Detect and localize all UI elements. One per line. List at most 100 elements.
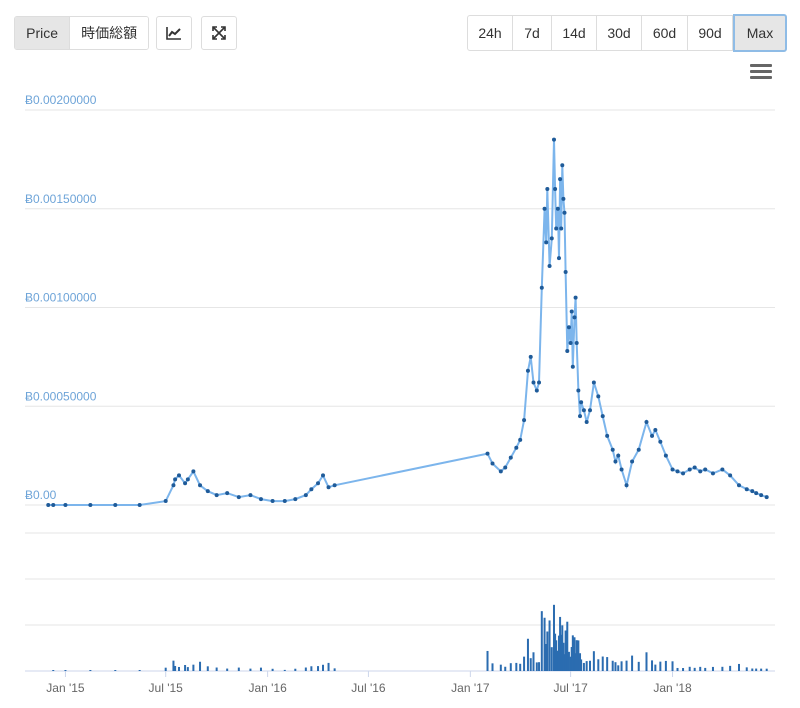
price-point — [744, 487, 749, 492]
volume-bar — [760, 668, 763, 671]
volume-bar — [569, 656, 572, 671]
price-point — [522, 418, 527, 423]
price-point — [185, 477, 190, 482]
price-point — [568, 341, 573, 346]
volume-bar — [664, 660, 667, 671]
price-point — [569, 309, 574, 314]
price-point — [613, 459, 618, 464]
price-point — [225, 491, 230, 496]
price-point — [490, 461, 495, 466]
range-14d-button[interactable]: 14d — [552, 15, 597, 51]
volume-bar — [573, 637, 576, 671]
price-point — [508, 455, 513, 460]
volume-bar — [89, 670, 92, 671]
volume-bar — [564, 630, 567, 671]
volume-bar — [611, 660, 614, 671]
price-point — [581, 408, 586, 413]
volume-bar — [317, 666, 320, 671]
price-point — [591, 380, 596, 385]
volume-bar — [499, 664, 502, 671]
chart-type-button[interactable] — [156, 16, 192, 50]
price-point — [545, 187, 550, 191]
y-tick-label: Ƀ0.00150000 — [25, 192, 97, 206]
volume-bar — [164, 667, 167, 671]
volume-bar — [625, 660, 628, 671]
price-point — [561, 196, 566, 201]
price-point — [555, 206, 560, 211]
volume-bar — [688, 666, 691, 671]
price-point — [563, 269, 568, 274]
price-point — [554, 226, 559, 231]
price-point — [248, 493, 253, 498]
price-point — [63, 503, 68, 507]
x-tick-label: Jan '17 — [451, 681, 490, 695]
volume-bar — [560, 634, 563, 671]
volume-bar — [327, 662, 330, 671]
volume-bar — [563, 654, 566, 671]
x-tick-label: Jul '17 — [553, 681, 588, 695]
price-point — [562, 210, 567, 215]
price-point — [703, 467, 708, 472]
price-point — [137, 503, 142, 507]
price-point — [754, 491, 759, 496]
price-point — [764, 495, 769, 500]
x-tick-label: Jan '18 — [653, 681, 692, 695]
fullscreen-button[interactable] — [201, 16, 237, 50]
volume-bar — [577, 640, 580, 671]
price-point — [558, 177, 563, 182]
volume-bar — [259, 667, 262, 671]
volume-bar — [491, 663, 494, 671]
price-point — [560, 163, 565, 168]
price-point — [630, 459, 635, 464]
price-point — [531, 380, 536, 385]
volume-bar — [620, 661, 623, 671]
volume-bar — [588, 660, 591, 671]
volume-bar — [538, 662, 541, 671]
price-point — [574, 341, 579, 346]
volume-bar — [532, 652, 535, 671]
price-point — [610, 447, 615, 452]
volume-bar — [729, 665, 732, 671]
volume-bar — [654, 664, 657, 671]
range-7d-button[interactable]: 7d — [513, 15, 552, 51]
price-point — [191, 469, 196, 474]
volume-bar — [486, 650, 489, 671]
line-chart-icon — [166, 27, 181, 40]
volume-bar — [172, 660, 175, 671]
tab-price[interactable]: Price — [15, 17, 71, 49]
price-point — [570, 364, 575, 369]
price-point — [332, 483, 337, 488]
volume-bar — [606, 657, 609, 671]
volume-bar — [504, 666, 507, 671]
price-point — [578, 414, 583, 419]
hamburger-icon[interactable] — [750, 64, 772, 82]
volume-bars — [52, 604, 768, 671]
volume-bar — [294, 668, 297, 671]
price-point — [698, 469, 703, 474]
price-point — [553, 187, 558, 191]
price-point — [750, 489, 755, 494]
volume-bar — [114, 670, 117, 671]
price-point — [309, 487, 314, 492]
volume-bar — [559, 616, 562, 671]
range-24h-button[interactable]: 24h — [467, 15, 513, 51]
range-30d-button[interactable]: 30d — [597, 15, 642, 51]
price-point — [163, 499, 168, 504]
price-point — [576, 388, 581, 393]
volume-bar — [575, 640, 578, 671]
volume-bar — [580, 659, 583, 671]
volume-bar — [671, 661, 674, 671]
range-max-button[interactable]: Max — [733, 14, 787, 52]
volume-bar — [682, 668, 685, 671]
tab-market-cap[interactable]: 時価総額 — [70, 17, 148, 49]
volume-bar — [548, 620, 551, 671]
volume-bar — [592, 651, 595, 671]
price-point — [663, 453, 668, 458]
volume-bar — [579, 653, 582, 671]
volume-bar — [545, 643, 548, 671]
range-60d-button[interactable]: 60d — [642, 15, 688, 51]
range-90d-button[interactable]: 90d — [688, 15, 733, 51]
volume-bar — [597, 659, 600, 671]
volume-bar — [177, 666, 180, 671]
y-tick-label: Ƀ0.00100000 — [25, 291, 97, 305]
